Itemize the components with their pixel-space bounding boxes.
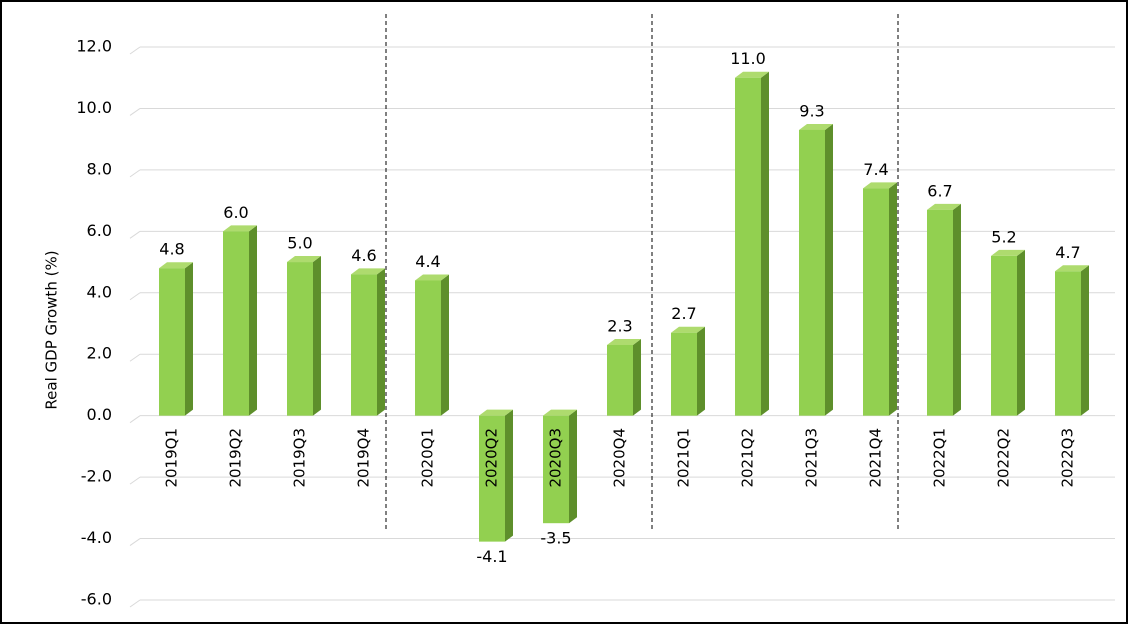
grid-line-slant — [129, 46, 141, 55]
bar-side — [505, 409, 513, 542]
bar — [799, 129, 825, 416]
grid-line-slant — [129, 476, 141, 485]
bar-top — [863, 182, 897, 189]
y-tick-label: 0.0 — [87, 405, 112, 424]
value-label: 4.7 — [1055, 243, 1080, 262]
bar-side — [761, 71, 769, 416]
value-label: 2.7 — [671, 304, 696, 323]
bar-side — [1017, 249, 1025, 416]
bar-top — [159, 262, 193, 269]
bar-top — [543, 409, 577, 416]
grid-line-slant — [129, 415, 141, 424]
bar-side — [569, 409, 577, 524]
y-tick-label: 6.0 — [87, 221, 112, 240]
bar — [735, 77, 761, 416]
bar-side — [249, 225, 257, 416]
value-label: 5.2 — [991, 227, 1016, 246]
grid-line-slant — [129, 169, 141, 178]
bar-side — [185, 262, 193, 416]
value-label: 4.4 — [415, 252, 440, 271]
bar-top — [351, 268, 385, 275]
grid-line-slant — [129, 108, 141, 116]
bar-top — [927, 203, 961, 210]
bar-top — [799, 123, 833, 130]
grid-line-slant — [129, 353, 141, 362]
x-tick-label: 2022Q1 — [931, 428, 949, 488]
x-tick-label: 2019Q1 — [163, 428, 181, 488]
y-tick-label: 10.0 — [76, 98, 112, 117]
grid-line-slant — [129, 538, 141, 546]
y-tick-label: -4.0 — [81, 528, 112, 547]
bar — [415, 280, 441, 416]
value-label: 2.3 — [607, 317, 632, 336]
bar — [543, 415, 569, 524]
x-tick-label: 2021Q3 — [803, 428, 821, 488]
x-tick-label: 2019Q3 — [291, 428, 309, 488]
bar-top — [671, 326, 705, 333]
value-label: 4.6 — [351, 246, 376, 265]
value-label: 5.0 — [287, 234, 312, 253]
bar-side — [825, 123, 833, 416]
y-axis-label: Real GDP Growth (%) — [43, 250, 61, 409]
bar-side — [313, 256, 321, 416]
x-tick-label: 2022Q3 — [1059, 428, 1077, 488]
x-tick-label: 2019Q2 — [227, 428, 245, 488]
value-label: 4.8 — [159, 240, 184, 259]
value-label: 9.3 — [799, 101, 824, 120]
value-label: -3.5 — [540, 529, 571, 548]
bar-side — [633, 339, 641, 416]
bar-side — [441, 274, 449, 416]
bar — [991, 255, 1017, 416]
y-tick-label: 8.0 — [87, 159, 112, 178]
x-tick-label: 2022Q2 — [995, 428, 1013, 488]
value-label: 7.4 — [863, 160, 888, 179]
x-tick-label: 2021Q2 — [739, 428, 757, 488]
bar-top — [223, 225, 257, 232]
y-tick-label: 4.0 — [87, 282, 112, 301]
bar-top — [991, 249, 1025, 256]
grid-line-slant — [129, 230, 141, 239]
bar — [927, 209, 953, 416]
bar — [671, 332, 697, 416]
value-label: 6.7 — [927, 181, 952, 200]
value-label: -4.1 — [476, 547, 507, 566]
bar-top — [287, 256, 321, 263]
y-tick-label: 12.0 — [76, 37, 112, 56]
bar-side — [1081, 265, 1089, 416]
y-tick-label: 2.0 — [87, 344, 112, 363]
bar-top — [1055, 265, 1089, 272]
grid-line-slant — [129, 292, 141, 301]
bar-side — [377, 268, 385, 416]
bar — [351, 274, 377, 416]
value-label: 6.0 — [223, 203, 248, 222]
bar — [1055, 271, 1081, 416]
x-tick-label: 2020Q1 — [419, 428, 437, 488]
grid-line-slant — [129, 599, 141, 608]
y-tick-label: -6.0 — [81, 590, 112, 609]
x-tick-label: 2019Q4 — [355, 428, 373, 488]
bar — [607, 345, 633, 416]
bar-top — [607, 339, 641, 346]
x-tick-label: 2020Q2 — [483, 428, 501, 488]
value-label: 11.0 — [730, 49, 766, 68]
bar — [223, 231, 249, 416]
bar — [159, 268, 185, 416]
bar — [287, 262, 313, 416]
bar-top — [735, 71, 769, 78]
bar-top — [479, 409, 513, 416]
x-tick-label: 2021Q4 — [867, 428, 885, 488]
x-tick-label: 2021Q1 — [675, 428, 693, 488]
bar-side — [889, 182, 897, 416]
bar-top — [415, 274, 449, 281]
bar — [863, 188, 889, 416]
bar — [479, 415, 505, 542]
x-tick-label: 2020Q4 — [611, 428, 629, 488]
y-tick-label: -2.0 — [81, 467, 112, 486]
bar-side — [953, 203, 961, 416]
x-tick-label: 2020Q3 — [547, 428, 565, 488]
bar-side — [697, 326, 705, 416]
